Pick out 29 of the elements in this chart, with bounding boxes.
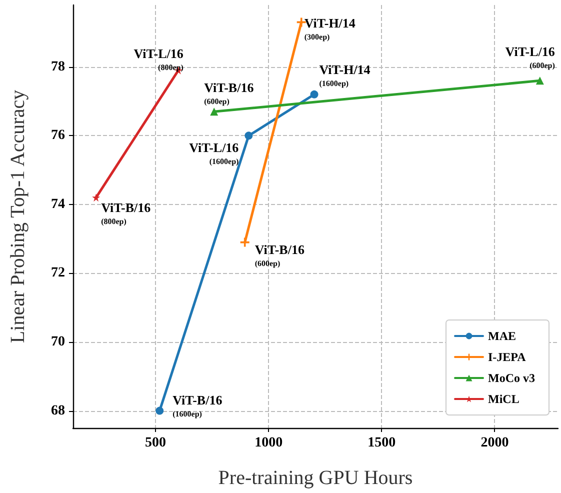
y-axis-title: Linear Probing Top-1 Accuracy <box>7 90 29 344</box>
y-tick-label: 78 <box>51 59 65 74</box>
legend-label: MAE <box>488 329 516 343</box>
y-tick-label: 68 <box>51 403 65 418</box>
annotation: ViT-L/16 (800ep) <box>134 46 184 72</box>
x-tick-label: 500 <box>145 436 166 450</box>
legend-label: MoCo v3 <box>488 371 536 385</box>
x-axis-title: Pre-training GPU Hours <box>218 467 413 489</box>
annotation: ViT-B/16 (600ep) <box>204 80 254 106</box>
annotation: ViT-B/16 (800ep) <box>101 200 152 226</box>
annotation: ViT-L/16 (600ep) <box>505 44 556 70</box>
x-tick-label: 1500 <box>368 436 396 450</box>
point <box>310 90 318 98</box>
legend-label: MiCL <box>488 392 520 406</box>
annotation: ViT-H/14 (1600ep) <box>319 62 371 88</box>
annotation: ViT-H/14 (300ep) <box>304 16 356 42</box>
point <box>92 194 100 202</box>
y-tick-label: 74 <box>51 196 65 212</box>
annotation: ViT-B/16 (1600ep) <box>172 392 223 418</box>
y-tick-label: 70 <box>51 334 65 350</box>
legend-label: I-JEPA <box>488 350 526 364</box>
y-tick-label: 76 <box>51 128 65 144</box>
x-tick-label: 2000 <box>480 436 509 450</box>
x-tick-label: 1000 <box>254 436 283 450</box>
annotation: ViT-L/16 (1600ep) <box>189 140 240 166</box>
point <box>156 406 164 415</box>
point <box>244 132 253 140</box>
annotation: ViT-B/16 (600ep) <box>254 242 305 268</box>
y-tick-label: 72 <box>51 266 65 281</box>
